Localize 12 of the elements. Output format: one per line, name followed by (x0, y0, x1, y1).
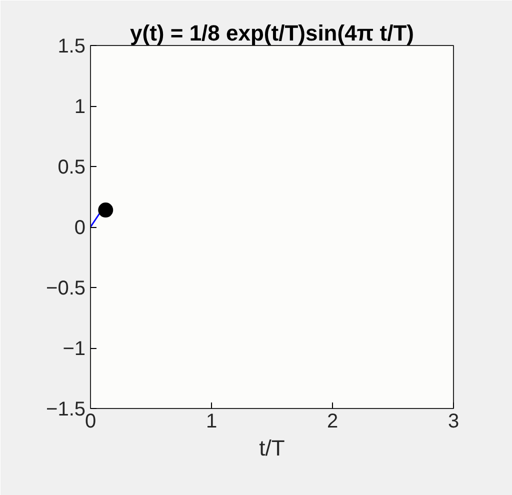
chart-title: y(t) = 1/8 exp(t/T)sin(4π t/T) (130, 20, 414, 46)
y-tick-label: 1 (74, 96, 86, 118)
x-tick-label: 3 (448, 410, 460, 432)
y-tick-label: −1.5 (46, 398, 86, 420)
x-tick-label: 2 (326, 410, 338, 432)
y-tick-label: 0 (74, 217, 86, 239)
y-tick-label: 0.5 (58, 156, 86, 178)
y-tick-label: −1 (62, 338, 86, 360)
x-axis-title: t/T (259, 436, 285, 460)
y-tick-label: −0.5 (46, 278, 86, 300)
x-tick-label: 1 (206, 410, 218, 432)
y-tick-label: 1.5 (58, 36, 86, 58)
